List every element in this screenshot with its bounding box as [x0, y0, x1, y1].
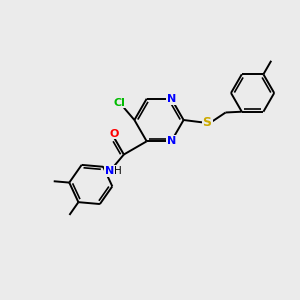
Text: N: N — [167, 94, 176, 104]
Text: S: S — [202, 116, 211, 130]
Text: Cl: Cl — [113, 98, 125, 108]
Text: N: N — [105, 166, 115, 176]
Text: H: H — [115, 166, 122, 176]
Text: N: N — [167, 136, 176, 146]
Text: O: O — [109, 129, 119, 139]
